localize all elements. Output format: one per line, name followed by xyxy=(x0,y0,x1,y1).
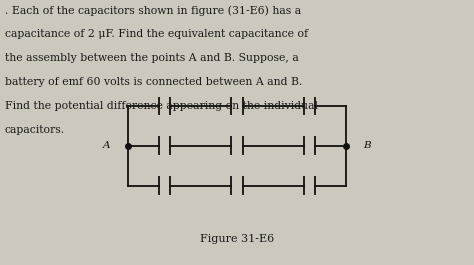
Text: A: A xyxy=(103,141,110,150)
Text: Find the potential difference appearing on the individual: Find the potential difference appearing … xyxy=(5,101,318,111)
Text: B: B xyxy=(364,141,371,150)
Text: battery of emf 60 volts is connected between A and B.: battery of emf 60 volts is connected bet… xyxy=(5,77,302,87)
Text: capacitance of 2 μF. Find the equivalent capacitance of: capacitance of 2 μF. Find the equivalent… xyxy=(5,29,308,39)
Text: Figure 31-E6: Figure 31-E6 xyxy=(200,234,274,244)
Text: . Each of the capacitors shown in figure (31-E6) has a: . Each of the capacitors shown in figure… xyxy=(5,5,301,16)
Text: capacitors.: capacitors. xyxy=(5,125,65,135)
Text: the assembly between the points A and B. Suppose, a: the assembly between the points A and B.… xyxy=(5,53,299,63)
